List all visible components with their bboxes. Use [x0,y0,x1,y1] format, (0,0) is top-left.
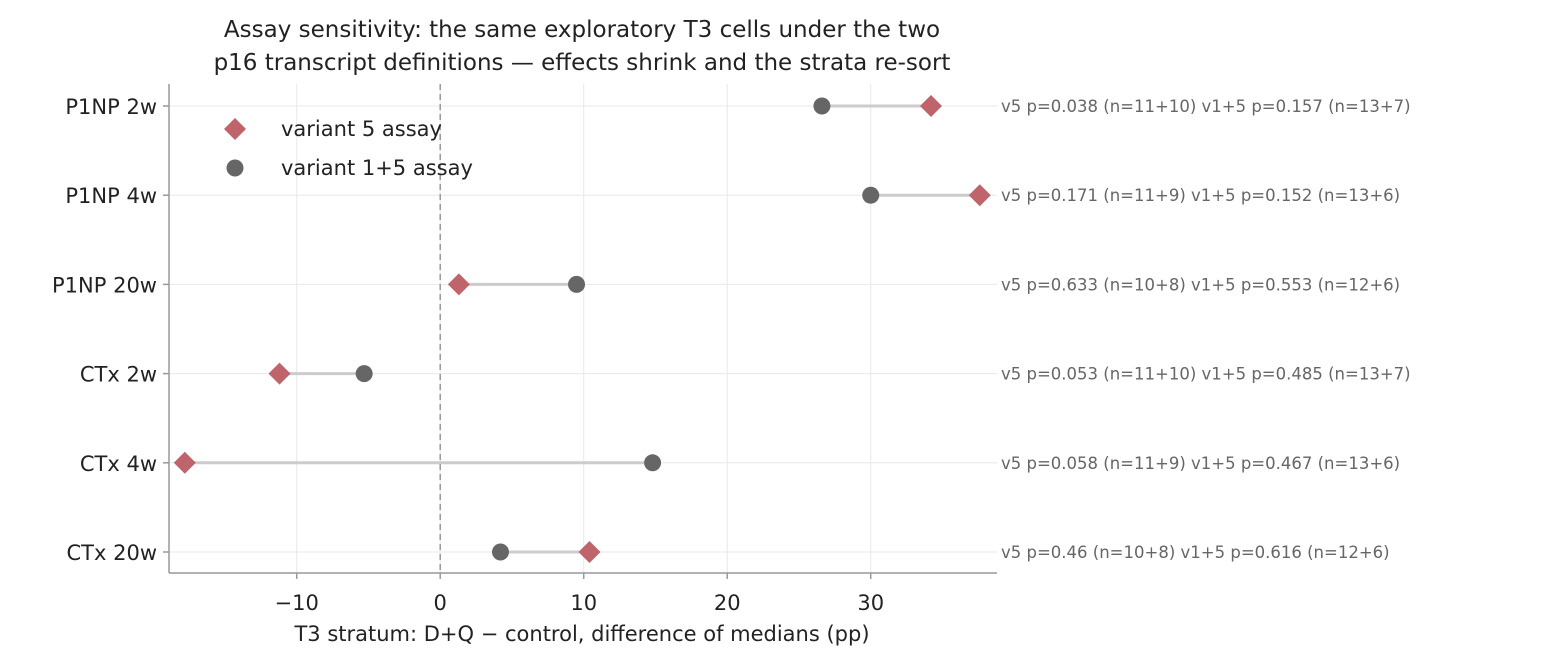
variant-5-point [447,273,470,296]
data-points [173,95,991,563]
p-value-annotation: v5 p=0.053 (n=11+10) v1+5 p=0.485 (n=13+… [1001,365,1411,384]
legend-marker-variant-5 [224,118,246,140]
p-value-annotation: v5 p=0.171 (n=11+9) v1+5 p=0.152 (n=13+6… [1001,186,1400,205]
y-tick-label: P1NP 2w [65,95,157,119]
x-tick-label: 0 [434,591,447,615]
variant-1-5-point [644,454,662,472]
p-value-annotation: v5 p=0.46 (n=10+8) v1+5 p=0.616 (n=12+6) [1001,543,1390,562]
x-ticks: −10 0 10 20 30 [275,573,884,615]
chart-title-line-2: p16 transcript definitions — effects shr… [214,50,951,76]
variant-1-5-point [862,186,880,204]
grid [169,84,997,573]
chart-title-line-1: Assay sensitivity: the same exploratory … [224,17,940,43]
y-tick-label: CTx 20w [67,541,158,565]
chart-title: Assay sensitivity: the same exploratory … [214,17,951,76]
y-ticks: P1NP 2w P1NP 4w P1NP 20w CTx 2w CTx 4w CTx 20… [52,95,169,565]
x-tick-label: 30 [857,591,884,615]
variant-1-5-point [491,543,509,561]
legend-label-variant-5: variant 5 assay [281,117,442,141]
x-tick-label: 20 [714,591,741,615]
variant-5-point [578,541,601,563]
y-tick-label: CTx 4w [80,452,157,476]
y-tick-label: P1NP 4w [65,184,157,208]
y-tick-label: P1NP 20w [52,273,157,297]
variant-1-5-point [813,97,831,115]
x-axis-label: T3 stratum: D+Q − control, difference of… [293,622,869,646]
legend: variant 5 assay variant 1+5 assay [224,117,473,180]
x-tick-label: −10 [275,591,319,615]
annotations: v5 p=0.038 (n=11+10) v1+5 p=0.157 (n=13+… [1001,97,1411,562]
legend-marker-variant-1-5 [226,159,244,177]
variant-1-5-point [568,275,586,293]
y-tick-label: CTx 2w [80,363,157,387]
variant-5-point [173,451,196,474]
connectors [184,104,980,554]
variant-5-point [919,95,942,117]
variant-5-point [968,184,991,207]
p-value-annotation: v5 p=0.633 (n=10+8) v1+5 p=0.553 (n=12+6… [1001,275,1400,294]
p-value-annotation: v5 p=0.058 (n=11+9) v1+5 p=0.467 (n=13+6… [1001,454,1400,473]
x-tick-label: 10 [570,591,597,615]
variant-1-5-point [355,365,373,383]
p-value-annotation: v5 p=0.038 (n=11+10) v1+5 p=0.157 (n=13+… [1001,97,1411,116]
variant-5-point [268,362,291,385]
legend-label-variant-1-5: variant 1+5 assay [281,156,473,180]
